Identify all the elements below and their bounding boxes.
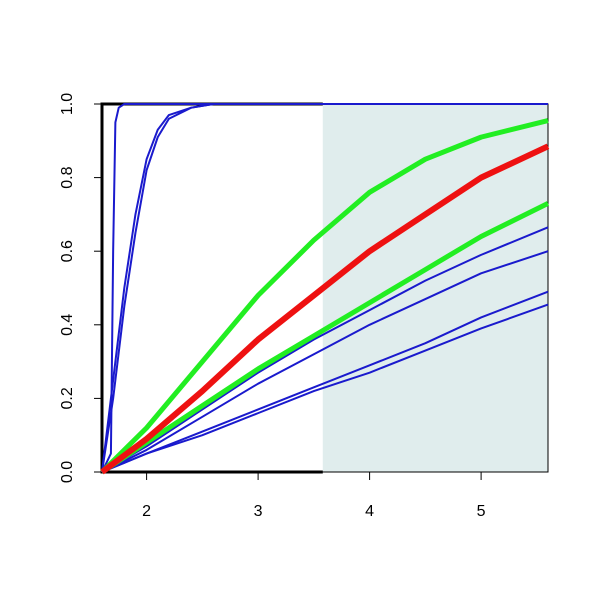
y-tick-label: 0.0: [59, 461, 76, 483]
line-series: [101, 226, 549, 473]
y-tick-label: 0.8: [59, 166, 76, 188]
x-tick-label: 4: [365, 503, 374, 520]
line-series: [101, 303, 549, 473]
line-series: [101, 103, 548, 473]
line-series: [101, 103, 548, 473]
y-tick-label: 0.2: [59, 387, 76, 409]
line-series: [101, 250, 549, 473]
line-series: [100, 118, 549, 474]
line-series: [100, 143, 550, 475]
x-tick-label: 2: [142, 503, 151, 520]
y-tick-label: 0.6: [59, 240, 76, 262]
line-series: [101, 290, 549, 473]
y-tick-label: 1.0: [59, 93, 76, 115]
frame-heavy: [100, 102, 323, 474]
line-series: [100, 201, 550, 475]
y-tick-label: 0.4: [59, 314, 76, 336]
x-tick-label: 3: [254, 503, 263, 520]
x-tick-label: 5: [477, 503, 486, 520]
